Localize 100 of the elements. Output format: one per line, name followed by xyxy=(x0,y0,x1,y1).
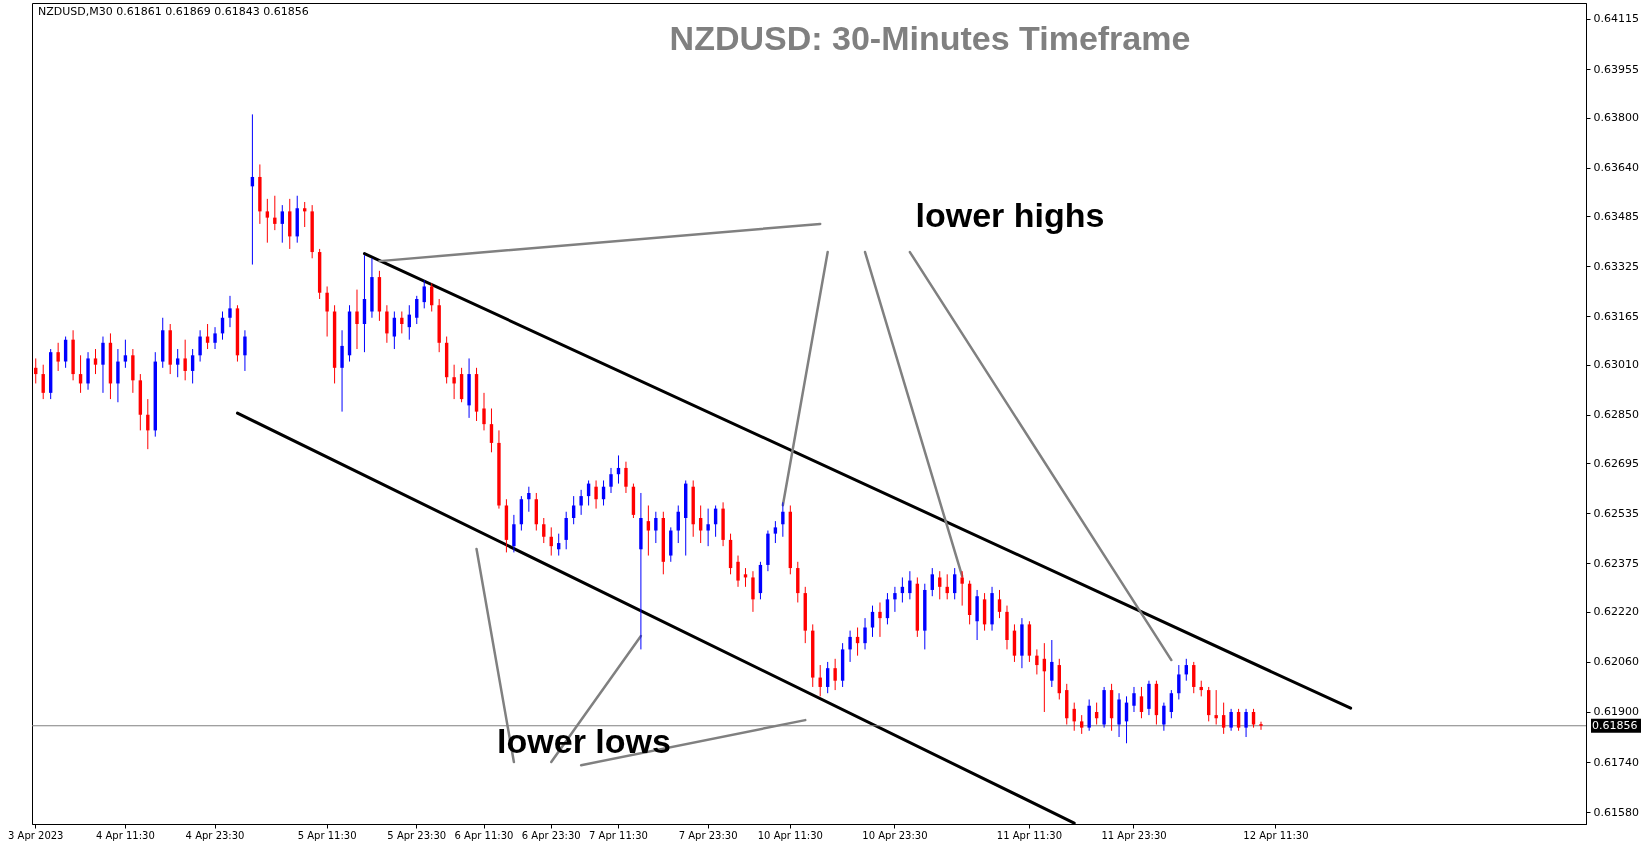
candlestick xyxy=(56,342,60,372)
candlestick xyxy=(594,479,598,510)
x-tick-label: 7 Apr 11:30 xyxy=(589,829,648,841)
candlestick xyxy=(146,398,150,450)
x-tick-label: 3 Apr 2023 xyxy=(8,829,64,841)
y-tick-label: 0.63485 xyxy=(1593,209,1639,223)
candlestick xyxy=(938,570,942,600)
candlestick xyxy=(280,204,284,244)
candlestick xyxy=(1236,708,1241,732)
candlestick xyxy=(422,279,426,309)
x-tick-label: 10 Apr 23:30 xyxy=(862,829,928,841)
candlestick xyxy=(878,601,882,638)
y-tick-label: 0.62375 xyxy=(1593,556,1639,570)
candlestick xyxy=(452,364,456,400)
candlestick xyxy=(273,195,277,231)
annotation: NZDUSD,M30 0.61861 0.61869 0.61843 0.61856 xyxy=(38,5,309,18)
annotation: lower lows xyxy=(497,722,671,760)
y-tick-label: 0.63010 xyxy=(1593,358,1639,372)
x-tick-label: 10 Apr 11:30 xyxy=(757,829,823,841)
candlestick xyxy=(609,467,613,494)
candlestick xyxy=(1177,664,1181,700)
candlestick xyxy=(340,329,344,413)
x-tick-label: 11 Apr 11:30 xyxy=(996,829,1062,841)
candlestick xyxy=(116,348,120,403)
candlestick xyxy=(624,461,628,494)
y-tick-label: 0.63800 xyxy=(1593,111,1639,125)
candlestick xyxy=(781,501,785,538)
y-tick-label: 0.62535 xyxy=(1593,506,1639,520)
candlestick xyxy=(385,304,389,344)
candlestick xyxy=(482,392,486,431)
candlestick xyxy=(198,329,202,363)
candlestick xyxy=(512,514,516,553)
candlestick xyxy=(893,586,897,613)
x-tick-label: 11 Apr 23:30 xyxy=(1101,829,1167,841)
y-tick-label: 0.63955 xyxy=(1593,62,1639,76)
candlestick xyxy=(751,570,755,613)
candlestick xyxy=(1080,714,1084,735)
candlestick xyxy=(930,567,934,597)
candlestick xyxy=(190,348,195,384)
y-tick-label: 0.63640 xyxy=(1593,161,1639,175)
annotation: lower highs xyxy=(915,196,1105,234)
candlestick xyxy=(646,504,651,557)
candlestick xyxy=(736,555,740,588)
y-tick-label: 0.63165 xyxy=(1593,309,1639,323)
candlestick xyxy=(579,489,583,516)
candlestick xyxy=(960,570,964,607)
candlestick xyxy=(1162,702,1166,732)
candlestick xyxy=(527,486,531,513)
candlestick xyxy=(228,295,232,328)
candlestick xyxy=(1139,686,1144,719)
candlestick xyxy=(325,285,329,338)
candlestick xyxy=(997,589,1002,619)
candlestick xyxy=(1214,689,1218,725)
y-tick-label: 0.63325 xyxy=(1593,259,1639,273)
candlestick xyxy=(355,289,359,350)
y-tick-label: 0.64115 xyxy=(1593,12,1639,26)
candlestick xyxy=(183,339,187,381)
y-tick-label: 0.61740 xyxy=(1593,755,1639,769)
x-tick-label: 6 Apr 23:30 xyxy=(521,829,581,841)
ref-line-label: 0.61856 xyxy=(1592,718,1638,732)
candlestick xyxy=(698,504,703,544)
text: NZDUSD: 30-Minutes Timeframe xyxy=(669,19,1191,57)
candlestick xyxy=(564,511,568,550)
candlestick xyxy=(123,339,128,369)
candlestick xyxy=(848,630,852,663)
candlestick xyxy=(706,508,710,547)
candlestick xyxy=(773,520,778,544)
candlestick xyxy=(908,570,912,600)
candlestick xyxy=(1229,708,1233,732)
candlestick xyxy=(1035,648,1039,675)
y-tick-label: 0.61900 xyxy=(1593,705,1639,719)
candlestick xyxy=(1050,639,1054,688)
x-tick-label: 4 Apr 11:30 xyxy=(95,829,155,841)
candlestick xyxy=(1132,686,1136,713)
candlestick xyxy=(654,511,658,544)
candlestick xyxy=(870,605,875,638)
candlestick xyxy=(175,348,180,378)
candlestick xyxy=(1087,698,1091,732)
candlestick xyxy=(101,336,105,394)
y-tick-label: 0.62060 xyxy=(1593,655,1639,669)
candlestick xyxy=(1251,708,1256,729)
x-tick-label: 12 Apr 11:30 xyxy=(1243,829,1309,841)
y-tick-label: 0.62850 xyxy=(1593,408,1639,422)
candlestick xyxy=(571,495,576,525)
candlestick xyxy=(1244,708,1248,738)
x-tick-label: 7 Apr 23:30 xyxy=(678,829,738,841)
y-tick-label: 0.62220 xyxy=(1593,605,1639,619)
x-tick-label: 5 Apr 11:30 xyxy=(297,829,357,841)
x-tick-label: 6 Apr 11:30 xyxy=(454,829,514,841)
y-tick-label: 0.61580 xyxy=(1593,805,1639,819)
candlestick xyxy=(833,658,837,691)
candlestick xyxy=(93,348,98,375)
candlestick xyxy=(542,517,546,544)
x-tick-label: 5 Apr 23:30 xyxy=(387,829,447,841)
candlestick xyxy=(243,329,247,372)
candlestick xyxy=(213,326,217,350)
candlestick xyxy=(863,617,867,650)
candlestick xyxy=(265,198,270,244)
candlestick xyxy=(1221,702,1226,735)
candlestick xyxy=(400,311,404,334)
